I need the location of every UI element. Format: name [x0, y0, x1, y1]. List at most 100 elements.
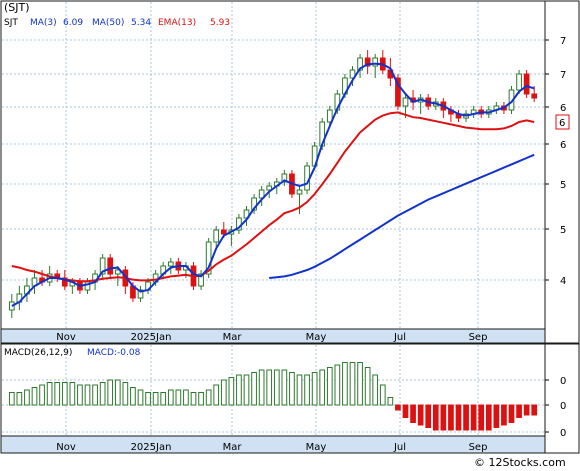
candle-body — [61, 277, 68, 287]
macd-x-tick-label: Sep — [469, 442, 488, 453]
macd-bar — [379, 384, 386, 406]
macd-bar — [364, 367, 371, 406]
macd-bar — [440, 404, 447, 431]
price-y-tick-label: 5 — [560, 225, 566, 236]
macd-bar — [228, 377, 235, 406]
candle-body — [258, 189, 265, 199]
macd-bar — [281, 369, 288, 406]
macd-bar — [319, 369, 326, 406]
price-x-tick-label: May — [306, 332, 327, 343]
candle-body — [281, 173, 288, 183]
price-y-axis-band — [544, 0, 580, 344]
macd-bar — [417, 404, 424, 426]
macd-bar — [372, 374, 379, 406]
price-x-tick-label: Nov — [56, 332, 76, 343]
macd-bar — [236, 374, 242, 406]
macd-bar — [266, 369, 273, 406]
legend-ma3-label: MA(3) — [30, 18, 57, 28]
legend-ema13-label: EMA(13) — [158, 18, 196, 28]
macd-bar — [16, 392, 23, 406]
price-y-tick-labels: 7 7 6 6 5 5 4 — [545, 36, 566, 287]
macd-bar — [46, 382, 53, 406]
macd-bar — [326, 367, 333, 406]
candle-body — [516, 73, 522, 91]
macd-bar — [311, 372, 318, 406]
macd-bar — [183, 389, 189, 406]
macd-bar — [198, 392, 204, 406]
macd-bar — [137, 389, 144, 406]
macd-bar — [289, 372, 295, 406]
macd-bar — [213, 384, 220, 406]
macd-bar — [205, 389, 212, 406]
macd-x-tick-labels: Nov 2025Jan Mar May Jul Sep — [56, 442, 487, 453]
macd-bar — [516, 404, 522, 418]
macd-bar — [175, 389, 182, 406]
candle-body — [531, 93, 538, 99]
macd-bar — [485, 404, 492, 431]
candle-body — [372, 57, 379, 67]
macd-bar — [54, 382, 61, 406]
macd-bar — [455, 404, 462, 431]
macd-bar — [220, 379, 227, 406]
candle-body — [523, 73, 530, 95]
macd-x-tick-label: May — [306, 442, 327, 453]
ma50-line — [269, 153, 535, 279]
footer-copyright: © 12Stocks.com — [474, 456, 566, 469]
macd-bar — [24, 389, 30, 406]
candle-body — [364, 57, 371, 67]
macd-bar — [448, 404, 454, 431]
macd-bar — [508, 404, 515, 423]
price-y-tick-label: 6 — [560, 140, 566, 151]
price-x-tick-labels: Nov 2025Jan Mar May Jul Sep — [56, 332, 487, 343]
price-panel-frame — [0, 0, 546, 330]
ma3-line — [11, 62, 535, 307]
moving-average-lines — [11, 62, 535, 307]
candle-body — [213, 229, 220, 243]
candle-body — [107, 257, 114, 275]
macd-bar — [160, 392, 167, 406]
candle-body — [402, 97, 409, 107]
legend-ma50-label: MA(50) — [92, 18, 124, 28]
macd-legend-value: MACD:-0.08 — [87, 348, 141, 358]
candle-body — [205, 241, 212, 275]
macd-y-tick-labels: 0 0 0 — [545, 376, 566, 439]
candle-body — [220, 229, 227, 235]
legend-ma3-value: 6.09 — [63, 18, 83, 28]
macd-bar — [296, 374, 303, 406]
legend-ema13-value: 5.93 — [210, 18, 230, 28]
macd-bar — [243, 374, 250, 406]
candle-body — [395, 77, 401, 107]
macd-bar — [130, 387, 136, 406]
macd-bar — [114, 379, 121, 406]
candle-body — [266, 185, 273, 191]
macd-bar — [425, 404, 432, 428]
macd-bar — [523, 404, 530, 416]
macd-bar — [395, 404, 401, 411]
macd-bar — [531, 404, 538, 416]
macd-bar — [107, 379, 114, 406]
macd-bar — [31, 387, 38, 406]
macd-bar — [432, 404, 439, 431]
macd-bar — [478, 404, 485, 431]
price-x-axis-band — [0, 328, 546, 344]
macd-y-tick-label: 0 — [560, 376, 566, 387]
macd-y-tick-label: 0 — [560, 401, 566, 412]
candle-body — [349, 69, 356, 79]
macd-bar — [190, 392, 197, 406]
price-x-tick-label: Mar — [223, 332, 243, 343]
macd-panel-frame — [0, 343, 546, 437]
macd-bar — [342, 362, 348, 406]
candle-body — [198, 273, 204, 287]
candle-body — [137, 289, 144, 299]
ema13-line — [11, 111, 535, 283]
price-y-tick-label: 4 — [560, 276, 566, 287]
candle-body — [326, 109, 333, 123]
macd-bar — [258, 369, 265, 406]
candle-body — [114, 269, 121, 275]
price-y-tick-label: 5 — [560, 180, 566, 191]
macd-x-tick-label: Jul — [393, 442, 406, 453]
macd-bar — [493, 404, 500, 428]
candle-body — [8, 301, 15, 311]
macd-bar — [77, 384, 83, 406]
